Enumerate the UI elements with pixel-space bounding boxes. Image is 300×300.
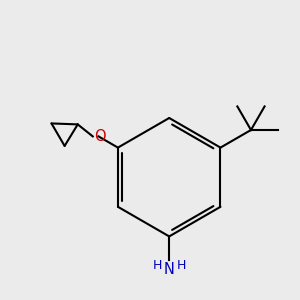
Text: O: O bbox=[94, 129, 106, 144]
Text: H: H bbox=[177, 260, 186, 272]
Text: H: H bbox=[152, 260, 162, 272]
Text: N: N bbox=[164, 262, 175, 277]
